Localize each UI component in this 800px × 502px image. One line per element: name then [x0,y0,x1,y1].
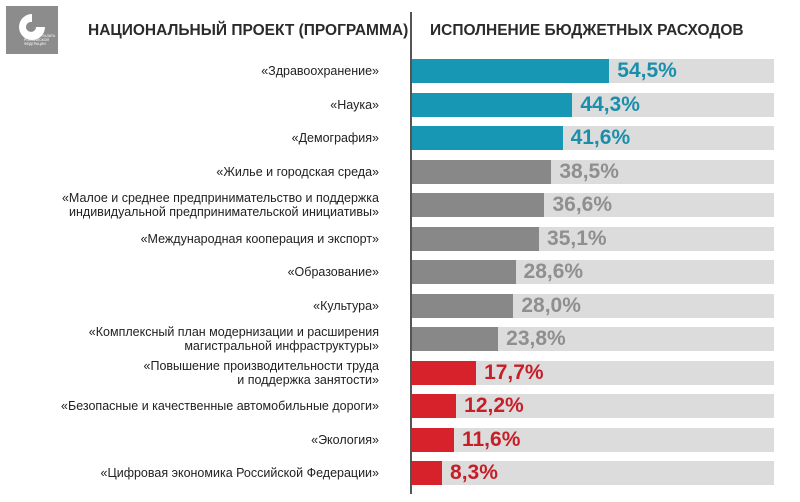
value-label: 11,6% [461,427,521,451]
category-label: «Комплексный план модернизации и расшире… [88,325,379,353]
column-title: НАЦИОНАЛЬНЫЙ ПРОЕКТ (ПРОГРАММА) [88,22,409,39]
bar [412,427,454,452]
value-label: 44,3% [580,92,640,116]
value-label: 17,7% [484,360,544,384]
logo: Счетная палата Российской Федерации [6,6,58,54]
divider [410,12,412,494]
category-label: «Повышение производительности труда и по… [143,358,379,387]
value-label: 28,0% [521,293,581,317]
category-label: «Образование» [287,265,379,279]
value-label: 41,6% [570,126,631,149]
logo-icon [19,14,45,40]
bar [412,193,545,217]
value-label: 36,6% [552,193,613,216]
bar [412,226,540,251]
bar [412,260,516,284]
category-label: «Жилье и городская среда» [216,164,379,179]
value-label: 54,5% [617,59,677,82]
category-label: «Наука» [330,97,379,112]
bar [412,360,477,385]
logo-text: Счетная палата Российской Федерации [24,34,56,46]
bar [412,394,457,418]
value-label: 35,1% [547,226,607,250]
bar [412,293,514,318]
bar-track [412,461,774,485]
category-label: «Цифровая экономика Российской Федерации… [100,466,379,480]
value-label: 8,3% [450,461,498,484]
category-label: «Международная кооперация и экспорт» [140,231,379,246]
category-label: «Безопасные и качественные автомобильные… [61,399,379,413]
category-label: «Демография» [291,131,379,145]
category-label: «Экология» [311,432,379,447]
column-title: ИСПОЛНЕНИЕ БЮДЖЕТНЫХ РАСХОДОВ [430,22,744,39]
category-label: «Малое и среднее предпринимательство и п… [61,191,379,219]
bar [412,461,443,485]
value-label: 38,5% [559,159,619,183]
value-label: 23,8% [506,327,566,350]
value-label: 12,2% [464,394,524,417]
bar-track [412,427,774,452]
bar-track [412,394,774,418]
bar [412,92,573,117]
bar [412,327,499,351]
bar [412,159,552,184]
value-label: 28,6% [523,260,584,283]
category-label: «Культура» [313,298,379,313]
category-label: «Здравоохранение» [261,64,379,78]
bar [412,126,563,150]
bar [412,59,610,83]
